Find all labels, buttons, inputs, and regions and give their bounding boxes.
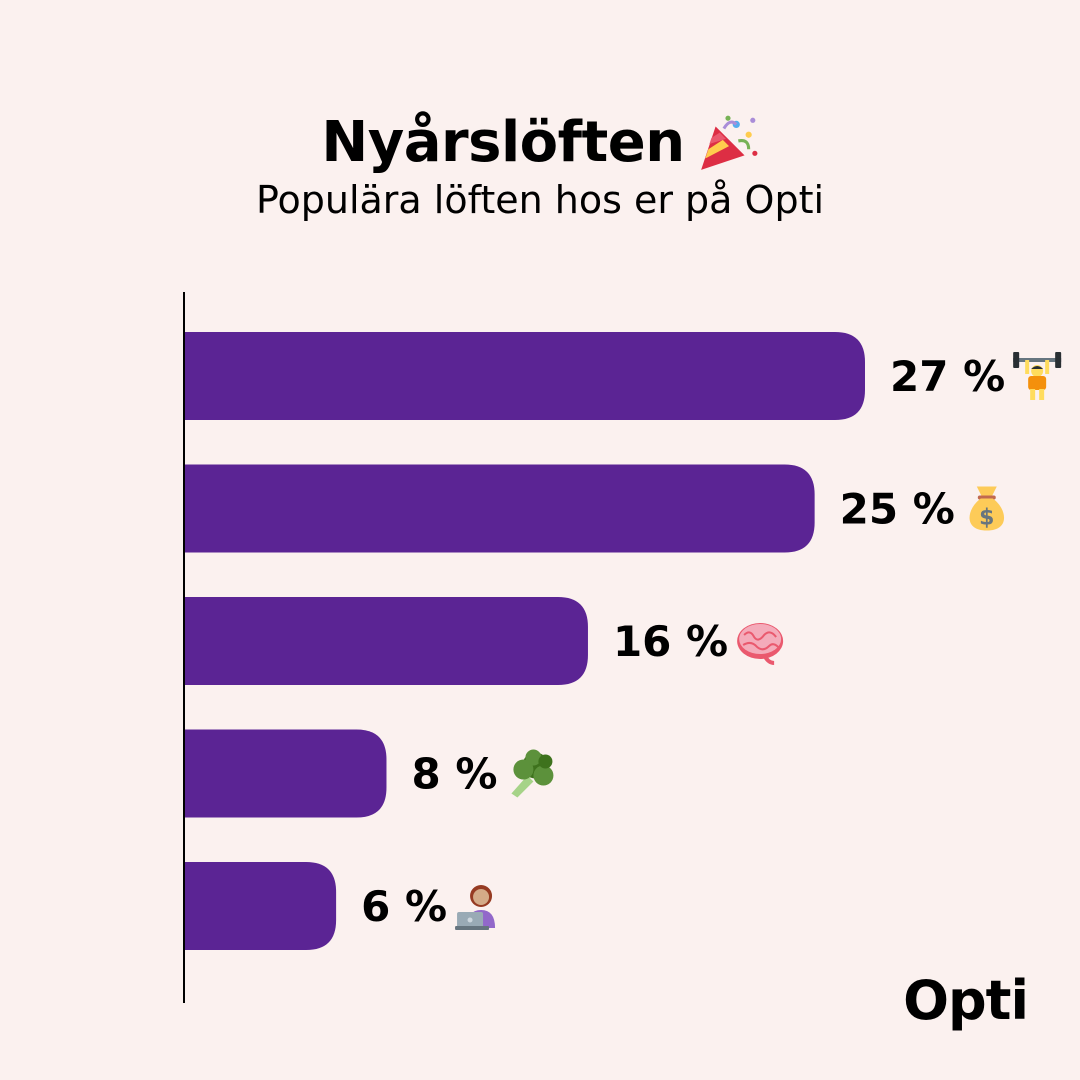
party-popper-icon bbox=[700, 115, 758, 170]
chart-title: Nyårslöften bbox=[321, 110, 685, 175]
bar-brain bbox=[185, 597, 588, 685]
data-label: 27 % bbox=[890, 352, 1005, 401]
brand-logo: Opti bbox=[903, 969, 1029, 1032]
bar-money-bag bbox=[185, 464, 815, 553]
data-label: 25 % bbox=[840, 485, 955, 534]
laptop-person-icon bbox=[455, 885, 496, 930]
data-label: 6 % bbox=[361, 882, 447, 931]
data-label: 16 % bbox=[613, 617, 728, 666]
bar-weightlifting bbox=[185, 332, 865, 420]
svg-text:$: $ bbox=[979, 506, 994, 531]
bar-laptop-person bbox=[185, 862, 337, 950]
data-label: 8 % bbox=[411, 750, 497, 799]
money-bag-icon: $ bbox=[969, 486, 1005, 531]
chart-subtitle: Populära löften hos er på Opti bbox=[255, 178, 825, 222]
title-row: Nyårslöften bbox=[0, 110, 1080, 175]
brain-icon bbox=[737, 623, 784, 665]
broccoli-icon bbox=[511, 749, 554, 798]
bar-broccoli bbox=[185, 729, 387, 818]
weightlifting-icon bbox=[1013, 352, 1062, 400]
